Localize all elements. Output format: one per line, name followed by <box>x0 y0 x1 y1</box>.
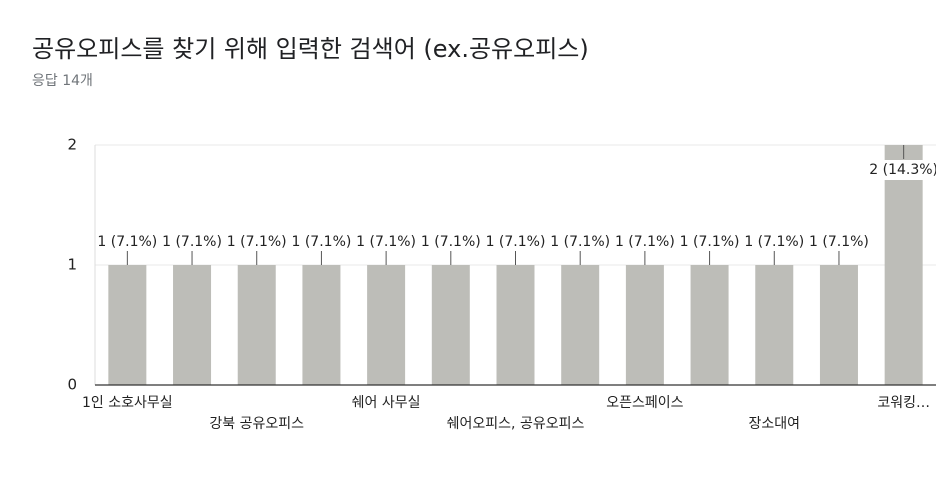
bar <box>819 265 858 385</box>
bar <box>367 265 406 385</box>
y-tick-label: 0 <box>67 376 77 394</box>
x-tick-label: 쉐어 사무실 <box>352 395 421 411</box>
label-bg <box>869 160 936 180</box>
x-tick-label: 쉐어오피스, 공유오피스 <box>447 416 585 432</box>
bar <box>625 265 664 385</box>
value-label: 1 (7.1%) <box>421 234 481 250</box>
value-label: 1 (7.1%) <box>744 234 804 250</box>
value-label: 1 (7.1%) <box>615 234 675 250</box>
bar <box>755 265 794 385</box>
x-tick-label: 강북 공유오피스 <box>209 416 304 432</box>
bar <box>173 265 212 385</box>
value-label: 1 (7.1%) <box>680 234 740 250</box>
value-label: 1 (7.1%) <box>227 234 287 250</box>
bar <box>884 145 923 385</box>
value-label: 1 (7.1%) <box>291 234 351 250</box>
value-label: 1 (7.1%) <box>162 234 222 250</box>
bar <box>237 265 276 385</box>
bar <box>431 265 470 385</box>
value-label: 1 (7.1%) <box>550 234 610 250</box>
x-tick-label: 오픈스페이스 <box>606 395 683 411</box>
value-label: 1 (7.1%) <box>356 234 416 250</box>
y-tick-label: 1 <box>67 256 77 274</box>
x-tick-label: 코워킹… <box>877 395 930 411</box>
bar <box>690 265 729 385</box>
value-label: 1 (7.1%) <box>809 234 869 250</box>
bar <box>108 265 147 385</box>
bar <box>302 265 341 385</box>
bar <box>561 265 600 385</box>
value-label: 1 (7.1%) <box>97 234 157 250</box>
x-tick-label: 장소대여 <box>749 416 801 432</box>
x-tick-label: 1인 소호사무실 <box>82 395 173 411</box>
chart-title: 공유오피스를 찾기 위해 입력한 검색어 (ex.공유오피스) <box>32 35 589 63</box>
value-label: 2 (14.3%) <box>869 162 936 178</box>
chart-subtitle: 응답 14개 <box>32 73 93 89</box>
y-tick-label: 2 <box>67 136 77 154</box>
bar <box>496 265 535 385</box>
value-label: 1 (7.1%) <box>486 234 546 250</box>
